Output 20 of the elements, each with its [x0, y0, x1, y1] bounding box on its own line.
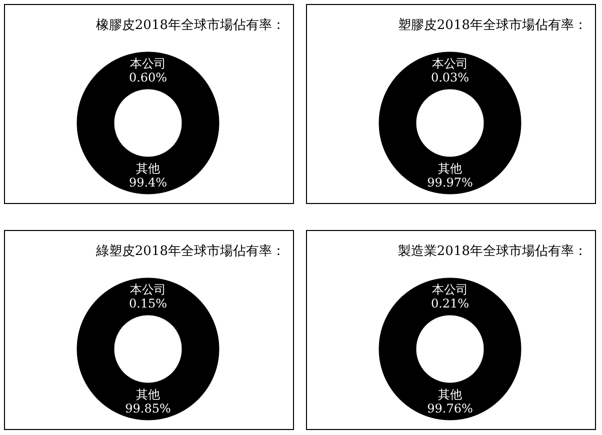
- slice-label: 本公司: [432, 282, 468, 296]
- slice-label: 其他: [136, 162, 160, 176]
- data-label: 0.21%: [430, 296, 470, 310]
- slice-label: 本公司: [130, 56, 166, 70]
- data-label: 0.15%: [128, 296, 168, 310]
- chart-title: 橡膠皮2018年全球市場佔有率：: [96, 17, 285, 33]
- chart-title: 製造業2018年全球市場佔有率：: [398, 243, 587, 259]
- slice-label: 其他: [136, 388, 160, 402]
- slice-label: 本公司: [130, 282, 166, 296]
- data-label: 99.4%: [128, 176, 168, 190]
- data-label: 99.97%: [427, 176, 473, 190]
- data-label: 0.03%: [430, 70, 470, 84]
- slice-label: 本公司: [432, 56, 468, 70]
- slice-label: 其他: [438, 388, 462, 402]
- chart-title: 塑膠皮2018年全球市場佔有率：: [398, 17, 587, 33]
- data-label: 99.85%: [125, 402, 171, 416]
- data-label: 0.60%: [128, 70, 168, 84]
- chart-title: 綠塑皮2018年全球市場佔有率：: [94, 243, 285, 259]
- slice-label: 其他: [438, 162, 462, 176]
- data-label: 99.76%: [427, 402, 473, 416]
